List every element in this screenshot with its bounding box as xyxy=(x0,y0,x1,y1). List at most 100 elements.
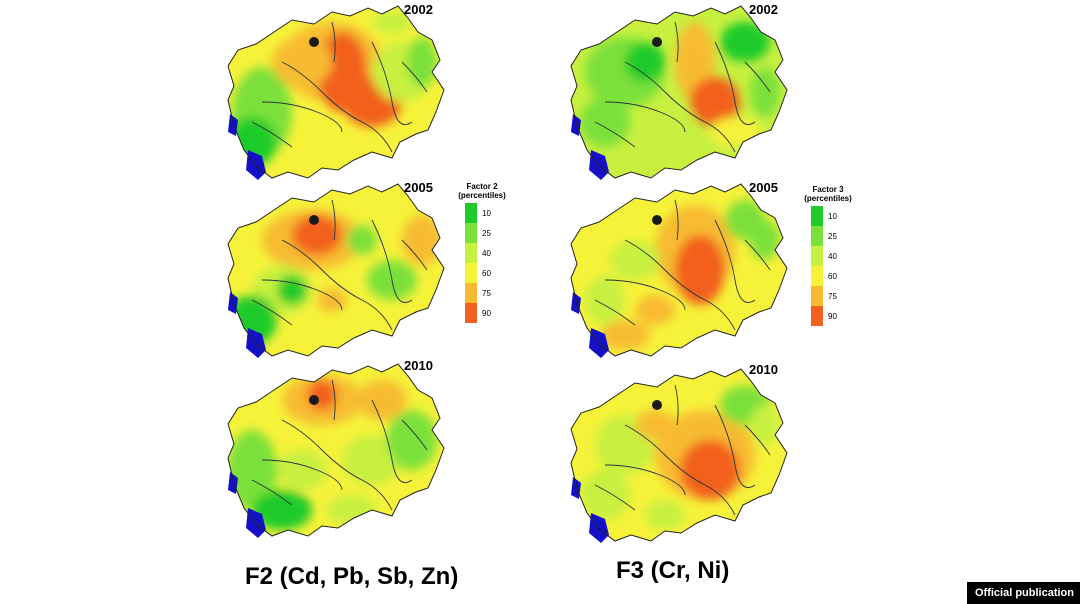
legend-swatch xyxy=(465,283,477,303)
year-label-f3-2002: 2002 xyxy=(749,2,778,17)
legend-color-scale xyxy=(811,206,823,326)
river-line xyxy=(604,101,686,133)
legend-tick-label: 40 xyxy=(828,252,837,261)
legend-tick-label: 10 xyxy=(482,209,491,218)
river-line xyxy=(624,61,736,153)
legend-tick-label: 90 xyxy=(482,309,491,318)
legend-tick-label: 25 xyxy=(828,232,837,241)
legend-title-line1: Factor 2 xyxy=(466,182,498,191)
legend-tick-label: 40 xyxy=(482,249,491,258)
map-f3-2010 xyxy=(565,365,795,545)
river-line xyxy=(251,299,293,326)
river-line xyxy=(261,459,343,491)
country-border xyxy=(570,183,788,357)
river-line xyxy=(281,239,393,331)
lake-ohrid xyxy=(246,150,266,180)
legend-swatch xyxy=(811,266,823,286)
river-line xyxy=(624,424,736,516)
legend-swatch xyxy=(811,286,823,306)
heat-surface xyxy=(228,6,444,178)
legend-tick-label: 10 xyxy=(828,212,837,221)
river-line xyxy=(594,121,636,148)
official-publication-badge: Official publication xyxy=(966,582,1080,604)
map-f2-2010 xyxy=(222,360,452,540)
river-line xyxy=(674,384,679,426)
river-line xyxy=(624,239,736,331)
river-line xyxy=(714,219,756,303)
map-f2-2002 xyxy=(222,2,452,182)
river-line xyxy=(744,424,771,456)
heat-surface xyxy=(571,6,787,178)
city-marker xyxy=(652,37,662,47)
lake-ohrid xyxy=(589,150,609,180)
year-label-f2-2005: 2005 xyxy=(404,180,433,195)
lake-ohrid xyxy=(589,513,609,543)
title-f2: F2 (Cd, Pb, Sb, Zn) xyxy=(245,563,459,590)
river-line xyxy=(674,21,679,63)
legend-tick-labels: 10 25 40 60 75 90 xyxy=(828,206,858,326)
country-border xyxy=(570,5,788,179)
river-line xyxy=(251,479,293,506)
lake-ohrid xyxy=(246,328,266,358)
river-line xyxy=(594,484,636,511)
river-line xyxy=(331,379,336,421)
river-line xyxy=(371,41,413,125)
city-marker xyxy=(652,215,662,225)
legend-title-line2: (percentiles) xyxy=(458,191,506,200)
legend-swatch xyxy=(465,203,477,223)
legend-factor-3: Factor 3 (percentiles) 10 25 40 60 75 90 xyxy=(793,185,863,326)
heat-surface xyxy=(571,369,787,541)
city-marker xyxy=(652,400,662,410)
legend-color-scale xyxy=(465,203,477,323)
river-line xyxy=(744,239,771,271)
legend-swatch xyxy=(465,263,477,283)
river-line xyxy=(331,199,336,241)
legend-tick-label: 75 xyxy=(828,292,837,301)
map-f3-2002 xyxy=(565,2,795,182)
river-line xyxy=(371,219,413,303)
river-line xyxy=(401,239,428,271)
legend-tick-label: 75 xyxy=(482,289,491,298)
legend-swatch xyxy=(465,243,477,263)
river-line xyxy=(261,279,343,311)
river-line xyxy=(744,61,771,93)
year-label-f3-2010: 2010 xyxy=(749,362,778,377)
lake-ohrid xyxy=(246,508,266,538)
river-line xyxy=(281,419,393,511)
title-f3: F3 (Cr, Ni) xyxy=(616,557,730,584)
river-line xyxy=(594,299,636,326)
country-border xyxy=(227,5,445,179)
year-label-f2-2002: 2002 xyxy=(404,2,433,17)
river-line xyxy=(674,199,679,241)
legend-title-line2: (percentiles) xyxy=(804,194,852,203)
river-line xyxy=(261,101,343,133)
legend-title-line1: Factor 3 xyxy=(812,185,844,194)
legend-swatch xyxy=(811,226,823,246)
river-line xyxy=(604,279,686,311)
lake-ohrid xyxy=(589,328,609,358)
river-line xyxy=(401,419,428,451)
legend-tick-label: 25 xyxy=(482,229,491,238)
legend-swatch xyxy=(811,246,823,266)
river-line xyxy=(371,399,413,483)
map-f3-2005 xyxy=(565,180,795,360)
legend-swatch xyxy=(465,223,477,243)
country-border xyxy=(227,183,445,357)
map-f2-2005 xyxy=(222,180,452,360)
legend-swatch xyxy=(465,303,477,323)
river-line xyxy=(401,61,428,93)
country-border xyxy=(227,363,445,537)
city-marker xyxy=(309,395,319,405)
river-line xyxy=(714,41,756,125)
river-line xyxy=(714,404,756,488)
legend-tick-label: 60 xyxy=(828,272,837,281)
legend-swatch xyxy=(811,206,823,226)
legend-tick-label: 60 xyxy=(482,269,491,278)
country-border xyxy=(570,368,788,542)
year-label-f3-2005: 2005 xyxy=(749,180,778,195)
river-line xyxy=(604,464,686,496)
legend-factor-2: Factor 2 (percentiles) 10 25 40 60 75 90 xyxy=(447,182,517,323)
river-line xyxy=(281,61,393,153)
river-line xyxy=(331,21,336,63)
legend-tick-label: 90 xyxy=(828,312,837,321)
